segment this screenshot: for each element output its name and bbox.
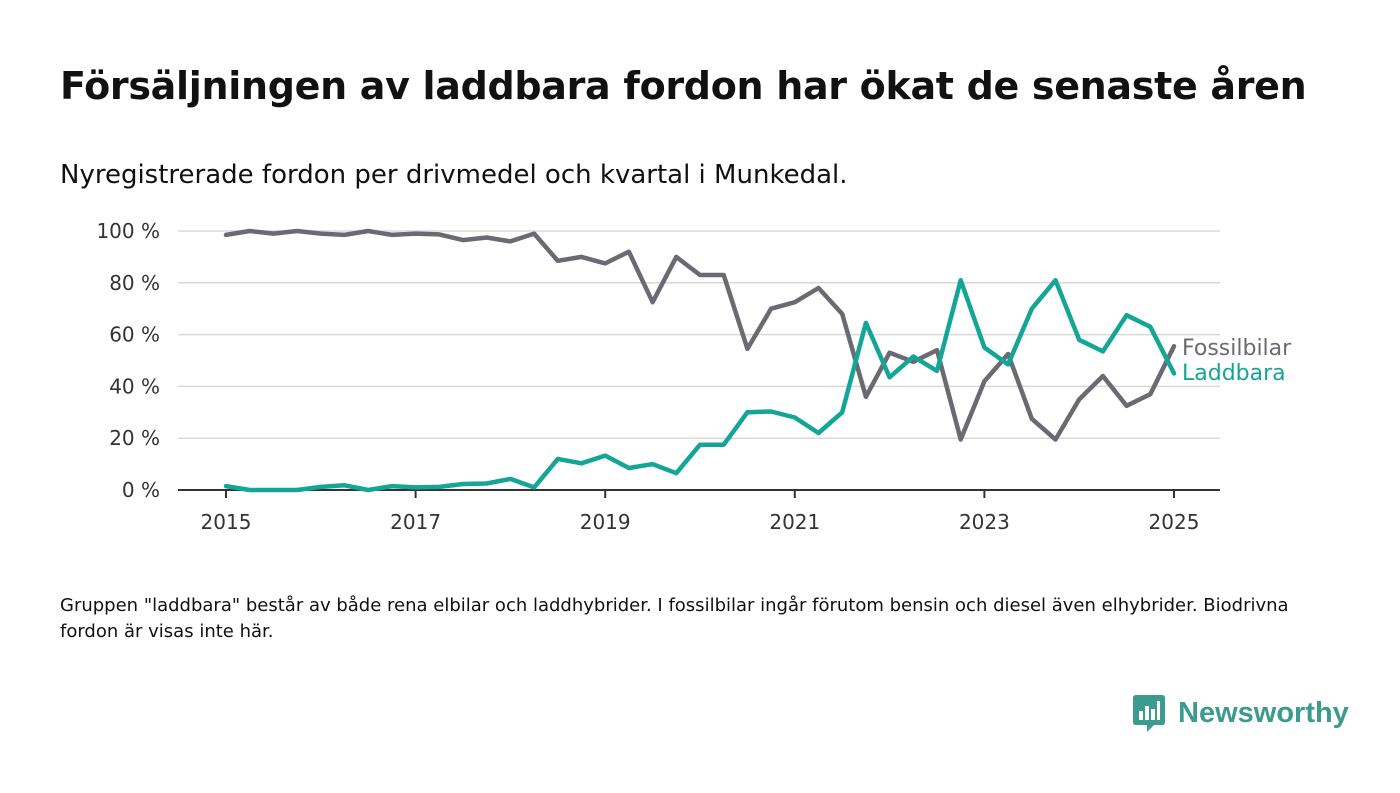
line-chart: 0 % 20 % 40 % 60 % 80 % 100 % 2015 2017 2019 202… bbox=[96, 219, 1292, 534]
series-lines bbox=[223, 228, 1177, 493]
series-line-laddbara bbox=[223, 277, 1177, 493]
y-tick-label: 100 % bbox=[96, 219, 160, 243]
footnote: Gruppen "laddbara" består av både rena e… bbox=[60, 595, 1289, 642]
x-tick-label: 2021 bbox=[769, 510, 820, 534]
brand[interactable]: Newsworthy bbox=[1132, 693, 1349, 733]
series-label-fossilbilar: Fossilbilar bbox=[1182, 336, 1292, 361]
y-tick-label: 0 % bbox=[122, 478, 160, 502]
chart-subtitle: Nyregistrerade fordon per drivmedel och … bbox=[60, 160, 848, 190]
newsworthy-logo-icon bbox=[1133, 695, 1165, 732]
series-line-fossilbilar bbox=[223, 228, 1177, 442]
y-tick-label: 60 % bbox=[109, 323, 160, 347]
series-label-laddbara: Laddbara bbox=[1182, 361, 1286, 386]
x-tick-label: 2025 bbox=[1149, 510, 1200, 534]
brand-name: Newsworthy bbox=[1178, 696, 1349, 729]
x-tick-label: 2019 bbox=[580, 510, 631, 534]
y-tick-label: 40 % bbox=[109, 374, 160, 398]
y-tick-label: 20 % bbox=[109, 426, 160, 450]
x-tick-label: 2017 bbox=[390, 510, 441, 534]
x-axis-ticks: 2015 2017 2019 2021 2023 2025 bbox=[178, 489, 1220, 534]
gridlines bbox=[178, 230, 1220, 439]
chart-title: Försäljningen av laddbara fordon har öka… bbox=[60, 64, 1307, 108]
y-axis-ticks: 0 % 20 % 40 % 60 % 80 % 100 % bbox=[96, 219, 160, 502]
x-tick-label: 2015 bbox=[201, 510, 252, 534]
y-tick-label: 80 % bbox=[109, 271, 160, 295]
x-tick-label: 2023 bbox=[959, 510, 1010, 534]
